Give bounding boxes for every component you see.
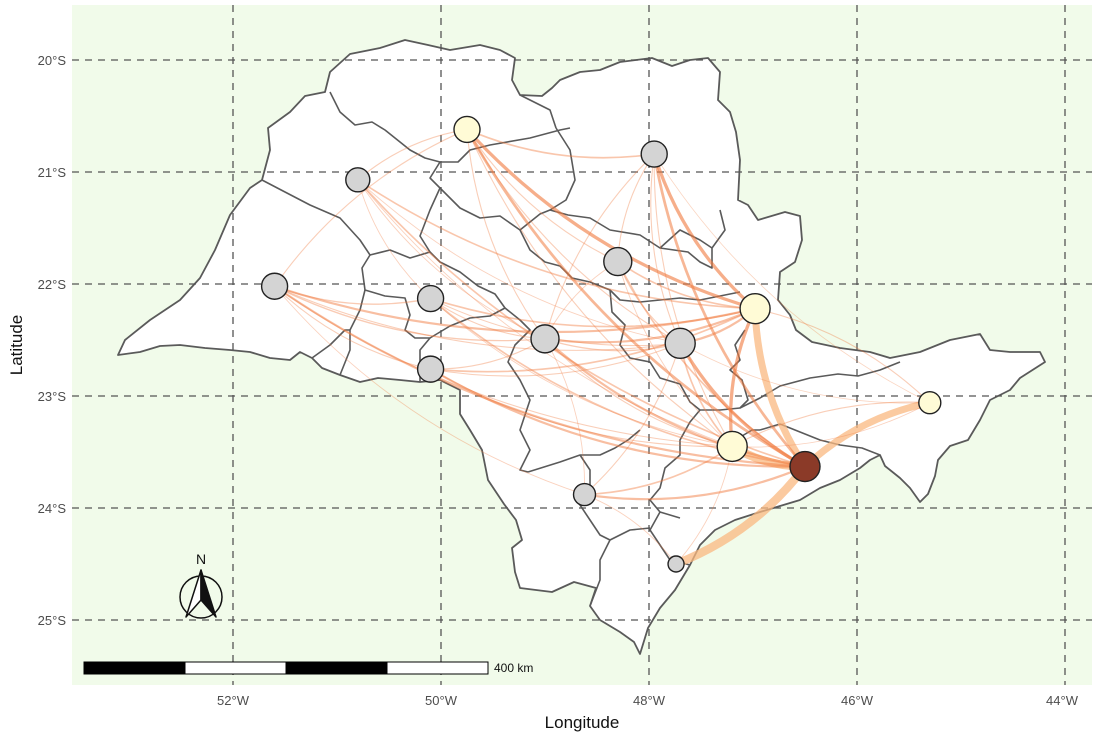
lat-tick-label: 22°S [38,277,67,292]
flow-line [274,285,432,370]
state-outline [117,39,1046,655]
region-node [667,555,685,573]
flow-line [466,128,619,263]
region-node [345,167,371,193]
flow-line [357,179,681,344]
lon-tick-label: 46°W [841,693,874,708]
region-node [739,292,771,325]
flow-line [544,153,655,340]
lon-tick-label: 50°W [425,693,458,708]
region-node [918,391,942,415]
lat-tick-label: 21°S [38,165,67,180]
region-node [260,272,289,300]
region-node [716,430,748,463]
flow-line [274,285,681,351]
flow-line [617,261,733,447]
region-node [640,140,668,168]
flow-line [729,306,757,449]
lat-tick-label: 25°S [38,613,67,628]
x-axis-ticks: 52°W 50°W 48°W 46°W 44°W [217,693,1079,708]
lon-tick-label: 44°W [1046,693,1079,708]
flow-line [584,494,677,565]
flow-line [274,285,585,495]
north-label: N [196,551,206,567]
scale-segment [386,661,489,675]
flow-line [751,305,809,471]
flow-line [430,298,733,447]
flow-line [357,179,432,299]
y-axis-ticks: 20°S 21°S 22°S 23°S 24°S 25°S [38,53,67,628]
flow-line [465,127,757,311]
flow-line [583,445,734,496]
flow-line [652,152,807,468]
region-node [453,115,481,144]
flow-line [731,401,931,447]
lon-tick-label: 52°W [217,693,250,708]
region-node [664,327,696,360]
flow-line [679,342,931,404]
flow-line [465,128,807,468]
scale-segment [184,661,287,675]
lat-tick-label: 24°S [38,501,67,516]
flow-line [544,338,733,447]
region-node [603,246,633,277]
flow-line [616,260,806,468]
flow-lines [273,127,934,569]
flow-line [650,153,681,344]
flow-line [466,128,681,344]
y-axis-title: Latitude [7,315,26,376]
flow-line [430,368,733,448]
north-arrow-right [200,569,217,618]
flow-line [466,128,656,159]
flow-line [731,402,931,448]
flow-line [274,285,733,447]
flow-line [466,128,733,447]
flow-line [801,399,934,471]
flow-line [583,342,681,496]
region-node [572,482,597,507]
flow-line [357,179,733,447]
flow-line [466,128,546,340]
flow-line [273,285,546,342]
flow-line [273,285,757,334]
flow-line [653,153,931,404]
region-node [416,355,445,383]
flow-line [429,297,806,468]
flow-line [583,465,807,501]
flow-line [754,308,931,404]
flow-line [357,128,468,181]
scale-segment [83,661,186,675]
flow-line [429,307,756,373]
lon-tick-label: 48°W [633,693,666,708]
flow-line [653,153,733,447]
flow-line [356,179,756,310]
flow-line [652,152,757,311]
lat-tick-label: 20°S [38,53,67,68]
flow-line [430,342,681,377]
scale-label: 400 km [494,661,533,675]
x-axis-title: Longitude [545,713,620,732]
flow-line [429,368,807,468]
flow-line [616,260,756,310]
scale-segment [285,661,388,675]
flow-line [543,337,807,468]
region-node [530,324,560,354]
flow-line [671,462,810,569]
flow-line [429,297,756,328]
flow-line [273,285,432,305]
scale-bar: 400 km [83,661,533,675]
region-node [416,284,445,313]
flow-line [544,338,586,495]
region-node [789,450,821,483]
north-arrow: N [179,551,223,619]
flow-line [274,128,468,287]
flow-line [543,307,757,344]
lat-tick-label: 23°S [38,389,67,404]
region-nodes [260,115,942,573]
flow-line [357,179,546,340]
